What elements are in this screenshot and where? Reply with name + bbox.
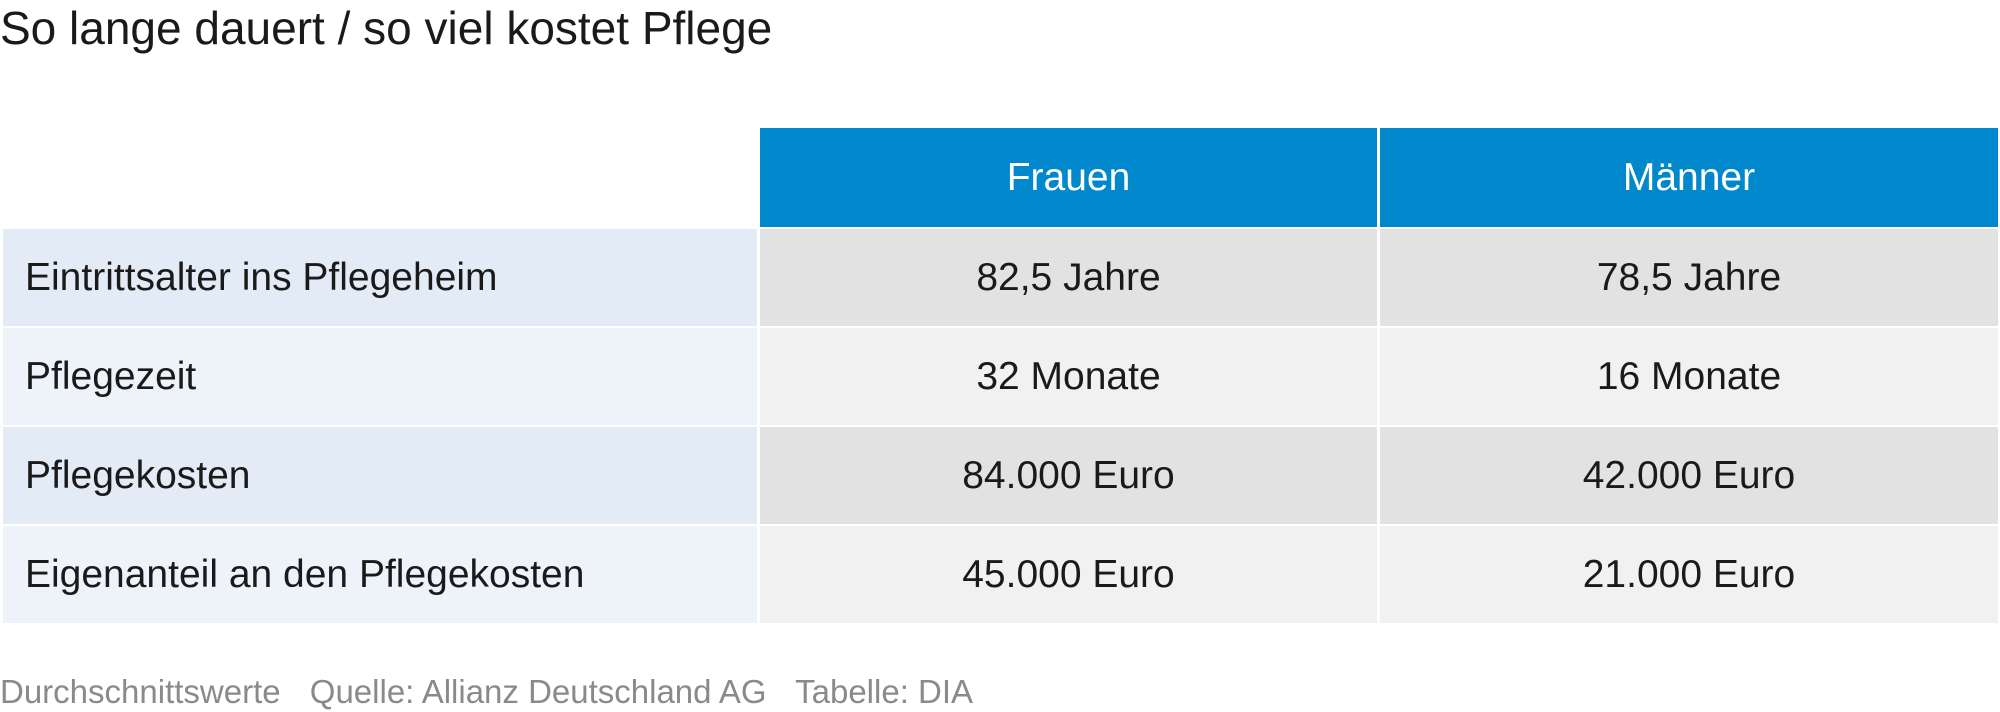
- table-title: So lange dauert / so viel kostet Pflege: [0, 2, 773, 54]
- data-table: Frauen Männer Eintrittsalter ins Pflegeh…: [3, 128, 1998, 623]
- header-row: Frauen Männer: [3, 128, 1998, 227]
- footer-note: Durchschnittswerte: [0, 673, 281, 710]
- table-footer: Durchschnittswerte Quelle: Allianz Deuts…: [0, 672, 993, 712]
- row-label: Pflegekosten: [3, 425, 757, 524]
- column-header-frauen: Frauen: [757, 128, 1377, 227]
- cell-frauen: 45.000 Euro: [757, 524, 1377, 623]
- table-row: Pflegezeit 32 Monate 16 Monate: [3, 326, 1998, 425]
- cell-maenner: 78,5 Jahre: [1377, 227, 1998, 326]
- cell-frauen: 82,5 Jahre: [757, 227, 1377, 326]
- row-label: Eintrittsalter ins Pflegeheim: [3, 227, 757, 326]
- row-label: Eigenanteil an den Pflegekosten: [3, 524, 757, 623]
- cell-maenner: 21.000 Euro: [1377, 524, 1998, 623]
- footer-credit: Tabelle: DIA: [795, 673, 974, 710]
- cell-maenner: 42.000 Euro: [1377, 425, 1998, 524]
- header-corner-cell: [3, 128, 757, 227]
- table-row: Pflegekosten 84.000 Euro 42.000 Euro: [3, 425, 1998, 524]
- cell-frauen: 32 Monate: [757, 326, 1377, 425]
- cell-frauen: 84.000 Euro: [757, 425, 1377, 524]
- row-label: Pflegezeit: [3, 326, 757, 425]
- table-row: Eigenanteil an den Pflegekosten 45.000 E…: [3, 524, 1998, 623]
- column-header-maenner: Männer: [1377, 128, 1998, 227]
- footer-source: Quelle: Allianz Deutschland AG: [309, 673, 767, 710]
- cell-maenner: 16 Monate: [1377, 326, 1998, 425]
- table-row: Eintrittsalter ins Pflegeheim 82,5 Jahre…: [3, 227, 1998, 326]
